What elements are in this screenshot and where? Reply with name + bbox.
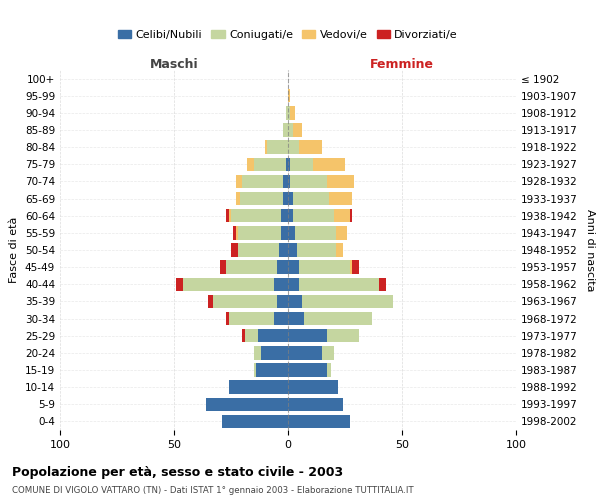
Bar — [259, 329, 288, 342]
Bar — [206, 398, 288, 411]
Bar — [279, 244, 288, 256]
Text: Femmine: Femmine — [370, 58, 434, 71]
Bar — [288, 260, 299, 274]
Bar — [288, 364, 327, 376]
Bar — [290, 106, 295, 120]
Bar — [288, 158, 290, 171]
Text: Maschi: Maschi — [149, 58, 199, 71]
Bar — [288, 140, 299, 154]
Bar — [322, 346, 334, 360]
Bar — [283, 124, 288, 136]
Bar — [260, 346, 288, 360]
Bar — [254, 346, 260, 360]
Bar — [277, 294, 288, 308]
Bar — [208, 294, 213, 308]
Text: Popolazione per età, sesso e stato civile - 2003: Popolazione per età, sesso e stato civil… — [12, 466, 343, 479]
Bar — [288, 89, 290, 102]
Bar — [288, 192, 293, 205]
Bar — [336, 226, 347, 239]
Bar — [220, 260, 226, 274]
Bar — [247, 158, 254, 171]
Bar — [304, 312, 373, 326]
Bar — [288, 226, 295, 239]
Y-axis label: Fasce di età: Fasce di età — [10, 217, 19, 283]
Bar — [242, 329, 245, 342]
Bar — [226, 260, 277, 274]
Bar — [238, 226, 281, 239]
Bar — [288, 124, 293, 136]
Bar — [327, 364, 331, 376]
Bar — [231, 209, 281, 222]
Bar — [288, 414, 350, 428]
Bar — [288, 244, 297, 256]
Bar — [288, 278, 299, 291]
Bar — [293, 209, 334, 222]
Bar — [302, 294, 393, 308]
Bar — [334, 209, 350, 222]
Bar — [295, 226, 336, 239]
Bar — [281, 209, 288, 222]
Bar — [229, 380, 288, 394]
Bar — [226, 209, 229, 222]
Bar — [327, 329, 359, 342]
Bar — [236, 192, 240, 205]
Text: COMUNE DI VIGOLO VATTARO (TN) - Dati ISTAT 1° gennaio 2003 - Elaborazione TUTTIT: COMUNE DI VIGOLO VATTARO (TN) - Dati IST… — [12, 486, 413, 495]
Bar — [229, 209, 231, 222]
Bar — [265, 140, 268, 154]
Bar — [213, 294, 277, 308]
Bar — [329, 192, 352, 205]
Bar — [268, 140, 288, 154]
Bar — [236, 226, 238, 239]
Bar — [290, 174, 327, 188]
Bar — [290, 158, 313, 171]
Bar — [233, 226, 236, 239]
Bar — [293, 192, 329, 205]
Bar — [238, 244, 279, 256]
Bar — [350, 209, 352, 222]
Bar — [288, 398, 343, 411]
Bar — [240, 192, 283, 205]
Bar — [288, 294, 302, 308]
Bar — [288, 346, 322, 360]
Bar — [288, 209, 293, 222]
Bar — [274, 278, 288, 291]
Bar — [236, 174, 242, 188]
Bar — [293, 124, 302, 136]
Bar — [299, 260, 350, 274]
Bar — [277, 260, 288, 274]
Bar — [242, 174, 283, 188]
Bar — [245, 329, 259, 342]
Bar — [183, 278, 274, 291]
Bar — [254, 364, 256, 376]
Bar — [286, 158, 288, 171]
Bar — [176, 278, 183, 291]
Bar — [288, 329, 327, 342]
Bar — [288, 312, 304, 326]
Bar — [288, 380, 338, 394]
Bar — [288, 174, 290, 188]
Bar — [288, 106, 290, 120]
Bar — [299, 278, 379, 291]
Bar — [231, 244, 238, 256]
Bar — [229, 312, 274, 326]
Bar — [226, 312, 229, 326]
Bar — [379, 278, 386, 291]
Bar — [286, 106, 288, 120]
Bar — [336, 244, 343, 256]
Bar — [299, 140, 322, 154]
Bar — [313, 158, 345, 171]
Bar — [281, 226, 288, 239]
Bar — [350, 260, 352, 274]
Bar — [256, 364, 288, 376]
Y-axis label: Anni di nascita: Anni di nascita — [584, 209, 595, 291]
Bar — [283, 192, 288, 205]
Legend: Celibi/Nubili, Coniugati/e, Vedovi/e, Divorziati/e: Celibi/Nubili, Coniugati/e, Vedovi/e, Di… — [113, 25, 463, 44]
Bar — [283, 174, 288, 188]
Bar — [254, 158, 286, 171]
Bar — [274, 312, 288, 326]
Bar — [327, 174, 354, 188]
Bar — [297, 244, 336, 256]
Bar — [352, 260, 359, 274]
Bar — [222, 414, 288, 428]
